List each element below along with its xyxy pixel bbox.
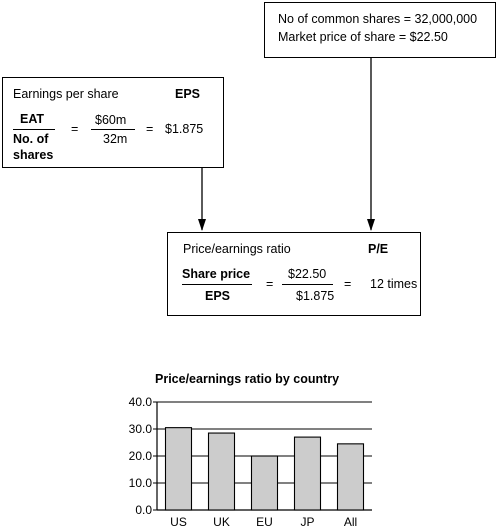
eps-numerator-label: EAT (20, 112, 45, 126)
x-tick-label: JP (300, 515, 314, 529)
share-price-text: Market price of share = $22.50 (278, 30, 448, 44)
bar-uk (207, 432, 236, 511)
eps-result: $1.875 (165, 122, 204, 136)
arrow-eps-to-pe-head (198, 219, 206, 231)
bar-all (336, 443, 365, 511)
eps-denominator-value: 32m (103, 132, 128, 146)
x-tick-label: UK (213, 515, 230, 529)
bar-us (164, 427, 193, 511)
shares-count-text: No of common shares = 32,000,000 (278, 12, 478, 26)
y-tick-label: 0.0 (135, 503, 152, 517)
y-tick-label: 10.0 (129, 476, 153, 490)
pe-numerator-value: $22.50 (288, 267, 327, 281)
pe-equals-2: = (344, 277, 352, 291)
y-tick-label: 20.0 (129, 449, 153, 463)
bar-eu (250, 455, 279, 511)
pe-numerator-label: Share price (182, 267, 251, 281)
pe-equals-1: = (266, 277, 274, 291)
eps-denominator-label-2: shares (13, 148, 54, 162)
eps-equals-1: = (71, 122, 79, 136)
x-tick-label: All (344, 515, 357, 529)
shares-info-box: No of common shares = 32,000,000 Market … (264, 2, 496, 58)
y-tick-label: 30.0 (129, 422, 153, 436)
eps-numerator-value: $60m (95, 113, 127, 127)
pe-label-fraction-line (182, 284, 252, 285)
pe-denominator-label: EPS (205, 289, 231, 303)
eps-value-fraction-line (91, 129, 135, 130)
eps-equals-2: = (146, 122, 154, 136)
pe-denominator-value: $1.875 (296, 289, 335, 303)
y-tick-label: 40.0 (129, 395, 153, 409)
pe-result: 12 times (370, 277, 418, 291)
arrow-shares-to-pe-head (367, 219, 375, 231)
x-tick-label: US (170, 515, 187, 529)
eps-abbr: EPS (175, 87, 201, 101)
eps-title: Earnings per share (13, 87, 119, 101)
pe-value-fraction-line (282, 284, 333, 285)
chart-title: Price/earnings ratio by country (155, 372, 340, 386)
eps-label-fraction-line (13, 129, 55, 130)
eps-denominator-label-1: No. of (13, 132, 49, 146)
bar-jp (293, 436, 322, 511)
pe-title: Price/earnings ratio (183, 242, 291, 256)
eps-box: Earnings per share EPS EAT No. of shares… (2, 77, 224, 168)
pe-abbr: P/E (368, 242, 389, 256)
pe-ratio-box: Price/earnings ratio P/E Share price EPS… (167, 232, 421, 316)
x-tick-label: EU (256, 515, 273, 529)
